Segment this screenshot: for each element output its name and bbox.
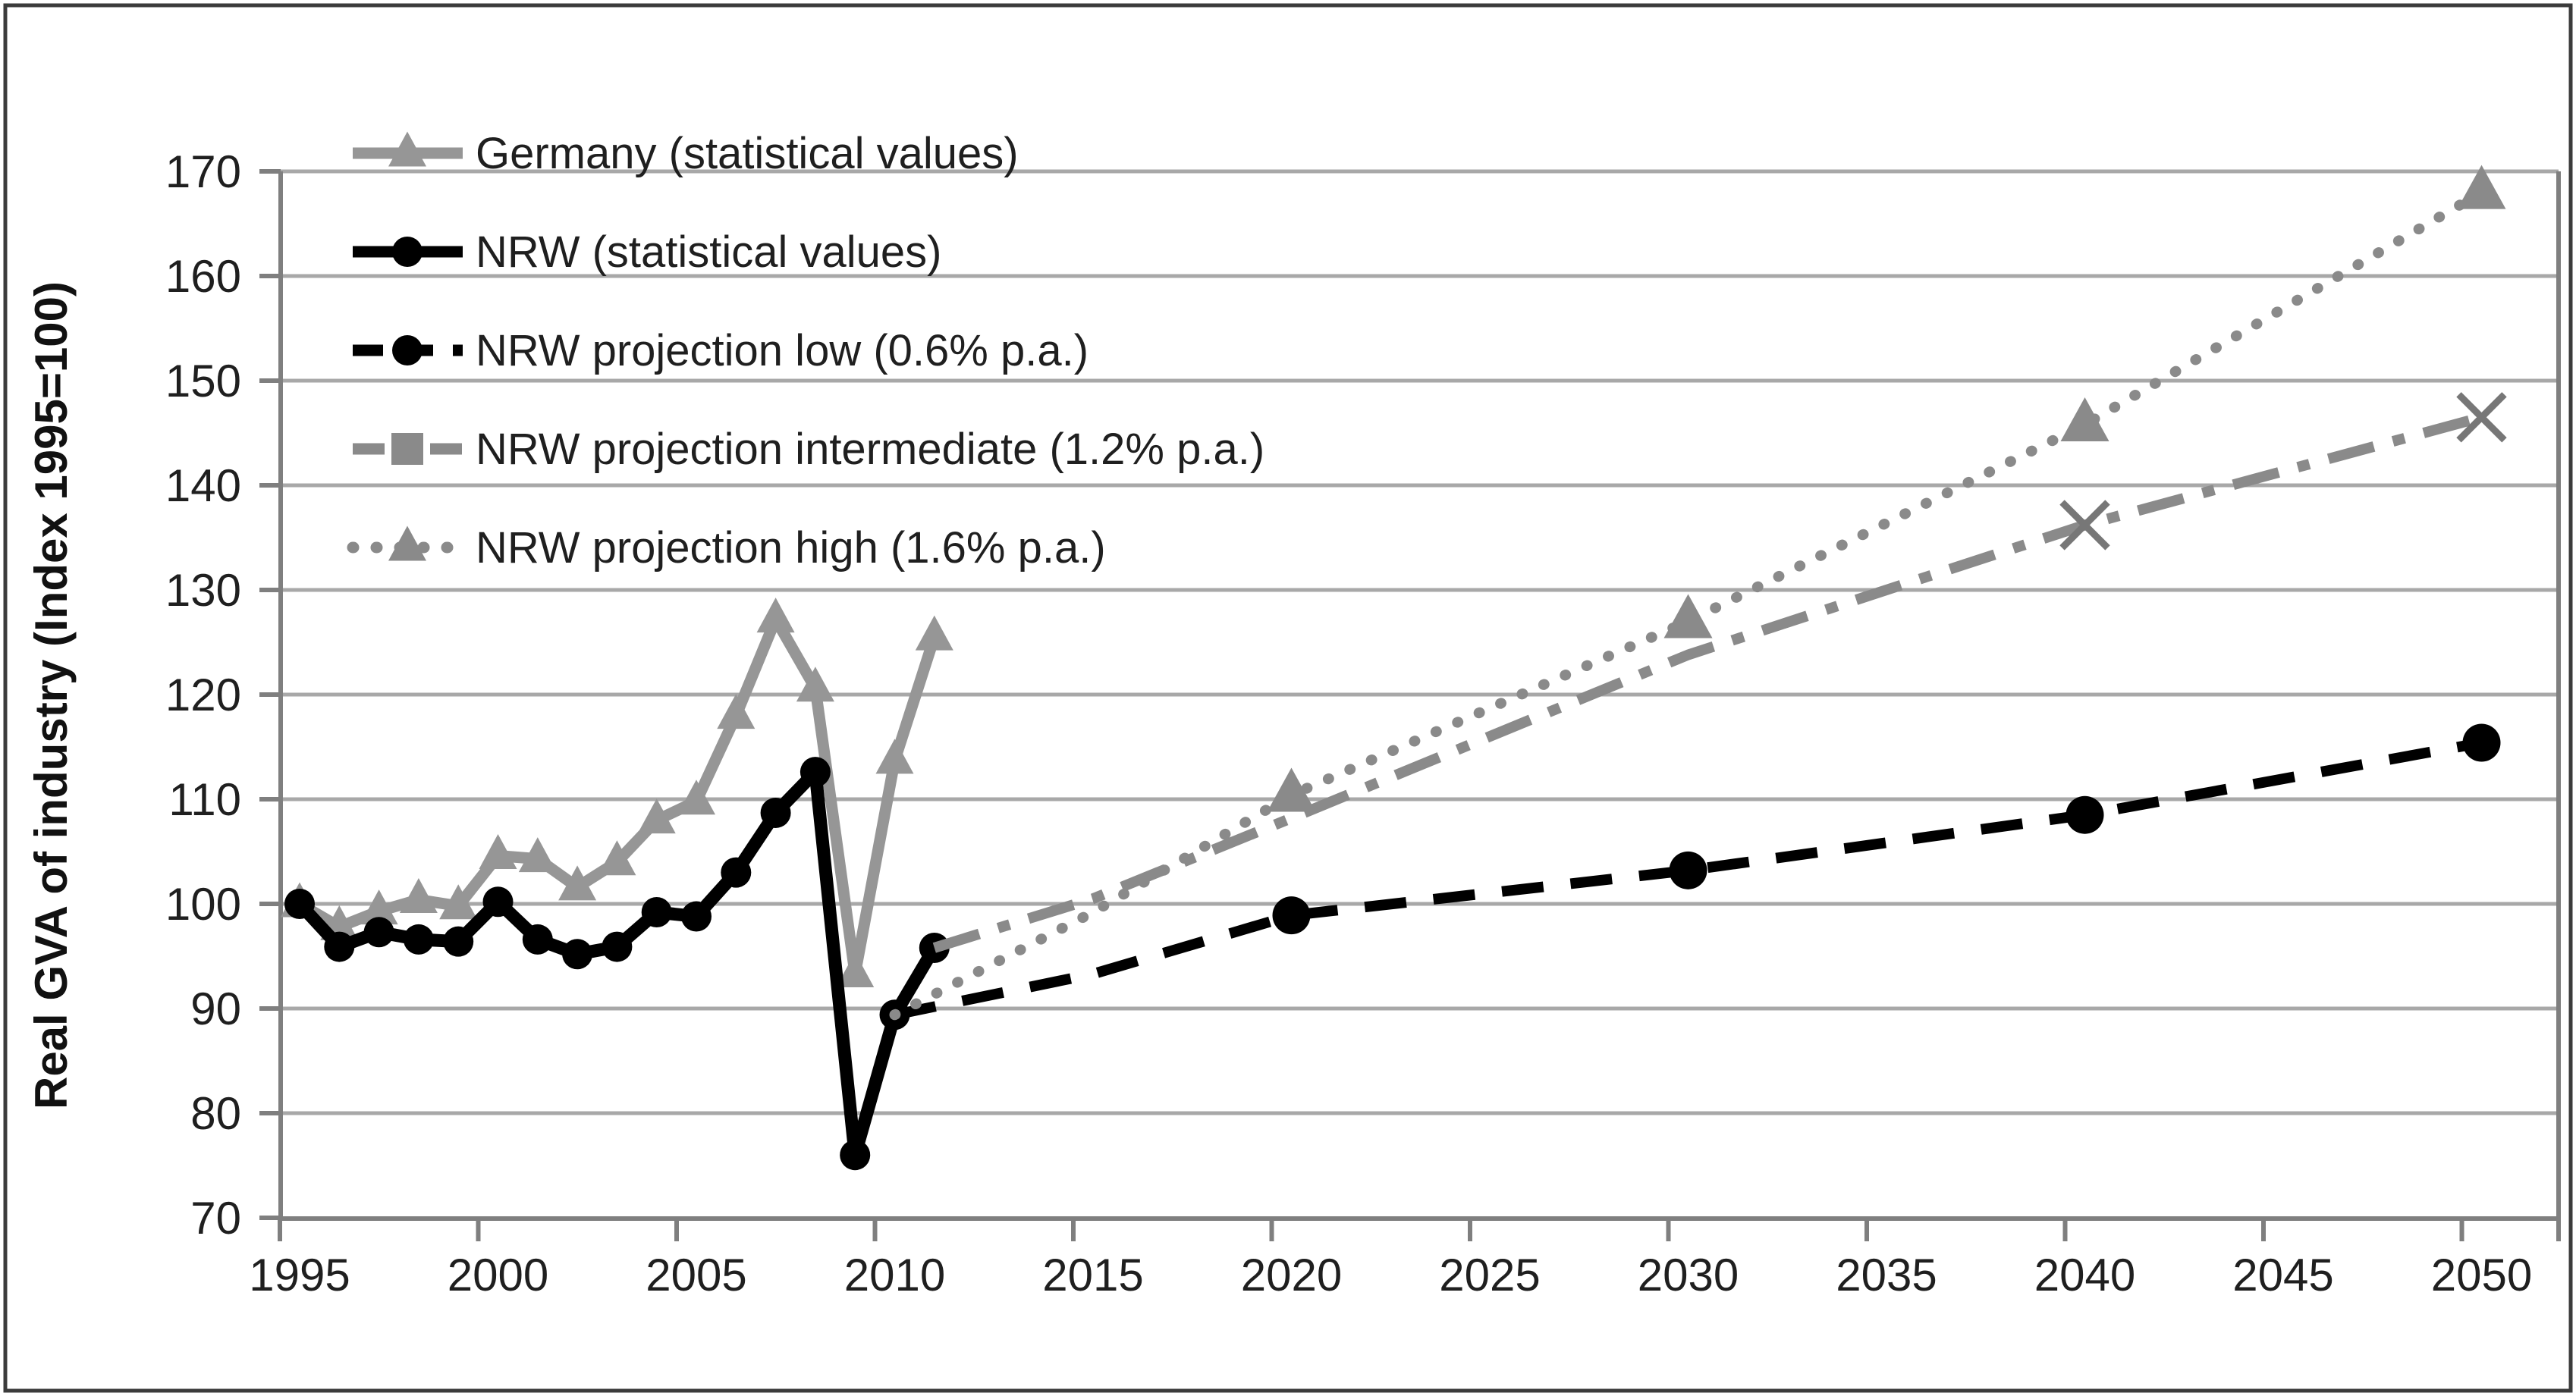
series-0-pt-2003-triangle-marker (598, 840, 636, 876)
series-0-pt-2004-triangle-marker (637, 798, 676, 834)
legend-0-triangle-marker (388, 131, 426, 167)
series-0-pt-2007-triangle-marker (756, 598, 795, 633)
y-tick-label-160: 160 (165, 251, 241, 302)
series-2-pt-2050-circle-marker (2462, 723, 2501, 762)
legend-label-0: Germany (statistical values) (476, 129, 1019, 178)
legend-1-circle-marker (392, 237, 423, 267)
legend-label-2: NRW projection low (0.6% p.a.) (476, 326, 1089, 375)
series-1-pt-2004-circle-marker (641, 897, 672, 928)
series-line-3 (932, 412, 2483, 953)
series-1-pt-2006-circle-marker (721, 857, 752, 888)
x-tick-label-2015: 2015 (1042, 1250, 1143, 1300)
y-tick-label-130: 130 (165, 565, 241, 616)
x-tick-label-2045: 2045 (2232, 1250, 2333, 1300)
x-tick-label-2040: 2040 (2034, 1250, 2135, 1300)
y-tick-label-70: 70 (190, 1193, 241, 1244)
legend-label-4: NRW projection high (1.6% p.a.) (476, 523, 1106, 573)
series-4-pt-2020-triangle-marker (1267, 767, 1316, 812)
series-1-pt-1998-circle-marker (403, 924, 434, 955)
series-0-pt-2008-triangle-marker (796, 667, 834, 702)
series-1-pt-2001-circle-marker (522, 924, 553, 955)
legend-3-square-marker (391, 433, 423, 465)
series-0-pt-1998-triangle-marker (399, 877, 438, 913)
figure-border (3, 3, 2573, 1393)
series-4-pt-2030-triangle-marker (1663, 594, 1713, 638)
series-2-pt-2040-circle-marker (2066, 795, 2104, 834)
series-0-pt-2002-triangle-marker (558, 865, 597, 901)
x-tick-label-2030: 2030 (1638, 1250, 1739, 1300)
series-1-pt-1995-circle-marker (284, 889, 315, 919)
y-tick-label-80: 80 (190, 1088, 241, 1139)
series-1-pt-1999-circle-marker (443, 926, 474, 957)
y-tick-label-170: 170 (165, 146, 241, 197)
series-0-pt-2011-triangle-marker (915, 615, 953, 651)
legend-4-triangle-marker (388, 525, 426, 561)
series-0-pt-1999-triangle-marker (439, 884, 478, 920)
chart-root: Real GVA of industry (Index 1995=100) 70… (3, 3, 2573, 1393)
legend-label-1: NRW (statistical values) (476, 227, 942, 277)
series-1-pt-2007-circle-marker (760, 797, 791, 828)
series-1-pt-2000-circle-marker (482, 886, 514, 918)
y-tick-label-150: 150 (165, 356, 241, 406)
y-tick-label-90: 90 (190, 983, 241, 1034)
y-tick-label-110: 110 (168, 774, 241, 825)
x-tick-label-2000: 2000 (448, 1250, 548, 1300)
series-0-pt-2001-triangle-marker (518, 837, 557, 873)
series-0-pt-2009-triangle-marker (836, 952, 875, 987)
series-3-pt-2050-x-marker (2456, 392, 2507, 443)
legend-2-circle-marker (392, 335, 423, 365)
series-line-2 (894, 737, 2483, 1021)
series-3-pt-2040-x-marker (2059, 500, 2110, 551)
y-tick-label-100: 100 (165, 879, 241, 930)
series-0-pt-2000-triangle-marker (479, 834, 517, 869)
series-1-pt-2009-circle-marker (840, 1140, 871, 1171)
series-2-pt-2020-circle-marker (1272, 896, 1311, 935)
series-0-pt-2010-triangle-marker (875, 739, 914, 774)
series-4-pt-2040-triangle-marker (2060, 397, 2109, 441)
series-1-pt-2008-circle-marker (800, 757, 831, 788)
series-1-pt-1997-circle-marker (363, 917, 394, 948)
series-0-pt-2005-triangle-marker (677, 780, 715, 815)
legend-label-3: NRW projection intermediate (1.2% p.a.) (476, 425, 1264, 474)
series-line-4 (889, 187, 2487, 1021)
series-0-pt-1997-triangle-marker (360, 889, 398, 925)
series-1-pt-2005-circle-marker (681, 901, 712, 932)
x-tick-label-2035: 2035 (1836, 1250, 1937, 1300)
x-tick-label-2050: 2050 (2431, 1250, 2532, 1300)
series-1-pt-2003-circle-marker (602, 931, 633, 962)
y-tick-label-120: 120 (165, 670, 241, 720)
series-2-pt-2030-circle-marker (1669, 851, 1707, 889)
x-tick-label-1995: 1995 (249, 1250, 350, 1300)
series-4-pt-2050-triangle-marker (2457, 165, 2506, 209)
y-tick-label-140: 140 (165, 460, 241, 511)
series-1-pt-2002-circle-marker (562, 939, 593, 970)
series-1-pt-1996-circle-marker (324, 931, 355, 962)
x-tick-label-2010: 2010 (844, 1250, 945, 1300)
x-tick-label-2025: 2025 (1439, 1250, 1540, 1300)
series-0-pt-2006-triangle-marker (717, 694, 756, 729)
y-axis-title: Real GVA of industry (Index 1995=100) (26, 281, 77, 1109)
x-tick-label-2005: 2005 (646, 1250, 746, 1300)
x-tick-label-2020: 2020 (1241, 1250, 1342, 1300)
